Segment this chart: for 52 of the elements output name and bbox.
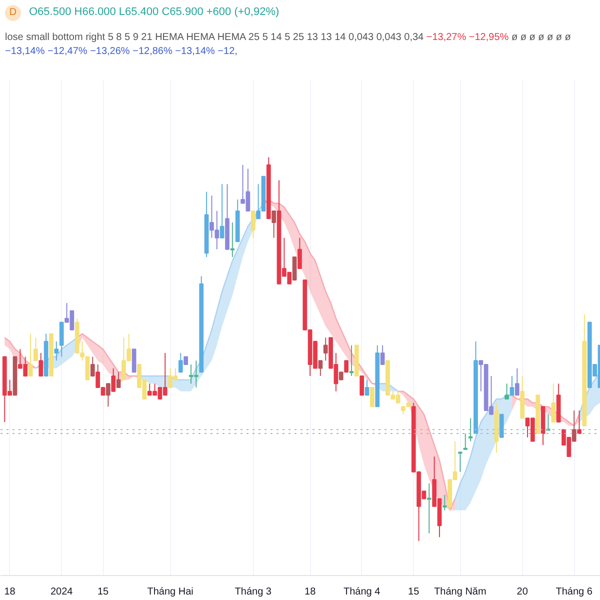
candlestick: [370, 386, 374, 408]
candlestick: [34, 337, 38, 362]
candlestick: [116, 372, 121, 388]
candlestick: [442, 494, 448, 511]
candlestick: [90, 356, 95, 376]
candlestick: [111, 368, 116, 392]
text: lose small bottom right 5 8 5 9 21 HEMA HEMA HEMA 25 5 14 5 25 13 13 14 0,043 0,043 0,34: [5, 32, 424, 43]
candlestick: [250, 210, 256, 238]
x-tick-label: Tháng Hai: [147, 586, 194, 598]
x-tick-label: 2024: [50, 586, 74, 598]
chart-title: O65.500 H66.000 L65.400 C65.900 +600 (+0,92%): [29, 6, 280, 18]
candlestick: [344, 360, 348, 373]
candlestick: [364, 379, 370, 396]
candlestick: [426, 482, 432, 534]
candlestick: [572, 410, 576, 442]
x-tick-label: 18: [304, 586, 316, 598]
text: −13,14% −12,47% −13,26% −12,86% −13,14% −12,: [5, 46, 238, 57]
candlestick: [323, 337, 328, 362]
candlestick: [577, 410, 582, 434]
candlestick: [28, 333, 33, 376]
x-tick-label: Tháng Năm: [434, 586, 486, 598]
x-tick-label: Tháng 3: [234, 586, 272, 598]
candlestick: [510, 375, 514, 396]
x-tick-label: 20: [516, 586, 528, 598]
candlestick: [272, 210, 276, 238]
candlestick: [106, 383, 110, 408]
candlestick: [220, 184, 224, 238]
candlestick: [457, 452, 464, 472]
x-tick-label: 15: [408, 586, 420, 598]
x-tick-label: 15: [97, 586, 109, 598]
candlestick: [292, 256, 297, 281]
candlestick: [551, 383, 556, 423]
candlestick: [193, 360, 200, 388]
x-tick-label: 18: [4, 586, 16, 598]
candlestick: [380, 344, 385, 365]
candlestick: [499, 414, 504, 438]
candlestick: [360, 375, 364, 396]
candlestick: [59, 322, 64, 358]
x-tick-label: Tháng 4: [344, 586, 381, 598]
candlestick: [504, 383, 509, 400]
candlestick: [132, 348, 136, 373]
text: D: [5, 5, 21, 21]
text: ø ø ø ø ø ø ø: [511, 32, 571, 43]
candlestick: [178, 352, 183, 373]
candlestick: [462, 433, 468, 450]
candlestick: [514, 368, 520, 396]
candlestick: [38, 352, 44, 376]
candlestick: [54, 340, 59, 362]
x-tick-label: Tháng 6: [556, 586, 593, 598]
candlestick: [298, 237, 302, 270]
text: −13,27% −12,95%: [426, 32, 509, 43]
candlestick: [318, 360, 323, 376]
